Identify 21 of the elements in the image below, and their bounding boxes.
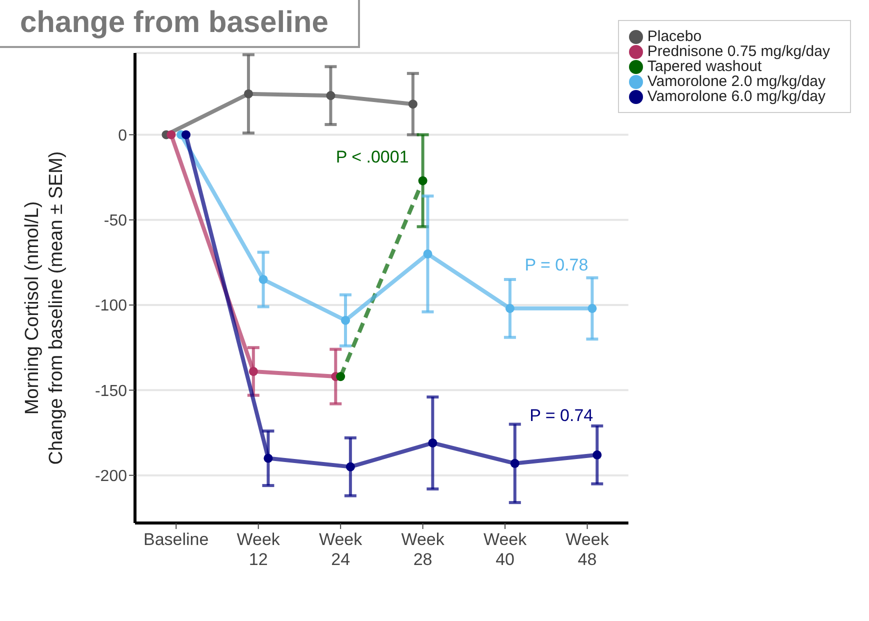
- legend-label: Tapered washout: [647, 58, 762, 76]
- y-tick-label: -200: [94, 468, 128, 485]
- y-tick-label: -100: [94, 298, 128, 315]
- x-tick-label: Week 12: [236, 530, 280, 569]
- chart-title: change from baseline: [0, 0, 360, 48]
- x-tick-label: Week 24: [318, 530, 363, 569]
- legend-label: Vamorolone 2.0 mg/kg/day: [647, 73, 826, 90]
- annotation: P < .0001: [336, 148, 409, 167]
- y-axis-title: Morning Cortisol (nmol/L) Change from baseline (mean ± SEM): [22, 151, 67, 465]
- legend-label: Placebo: [647, 28, 702, 45]
- y-tick-label: -150: [94, 382, 128, 400]
- annotation: P = 0.78: [524, 255, 588, 274]
- x-tick-label: Week 28: [401, 530, 445, 569]
- legend-label: Prednisone 0.75 mg/kg/day: [647, 43, 830, 60]
- annotation: P = 0.74: [530, 406, 594, 425]
- y-tick-label: -50: [104, 212, 128, 230]
- x-tick-label: Week 48: [566, 530, 610, 569]
- legend-label: Vamorolone 6.0 mg/kg/day: [647, 88, 826, 106]
- x-tick-label: Baseline: [144, 530, 209, 549]
- y-tick-label: 0: [118, 127, 128, 144]
- x-tick-label: Week 40: [483, 530, 528, 569]
